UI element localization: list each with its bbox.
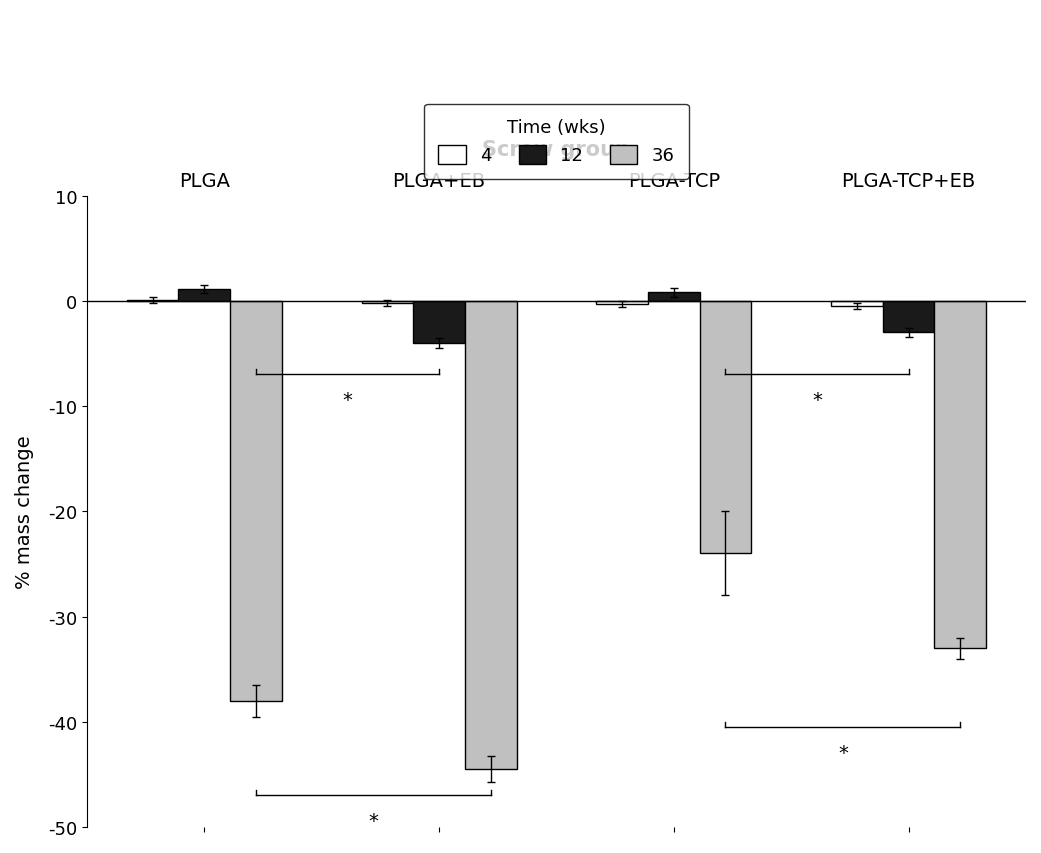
Bar xyxy=(883,301,935,333)
Bar xyxy=(361,301,413,304)
Bar xyxy=(935,301,986,648)
Text: PLGA-TCP: PLGA-TCP xyxy=(628,172,720,191)
Text: PLGA-TCP+EB: PLGA-TCP+EB xyxy=(841,172,975,191)
Text: Screw group: Screw group xyxy=(482,140,631,160)
Y-axis label: % mass change: % mass change xyxy=(15,435,34,589)
Bar xyxy=(700,301,752,554)
Bar xyxy=(831,301,883,307)
Text: PLGA+EB: PLGA+EB xyxy=(392,172,485,191)
Bar xyxy=(465,301,516,769)
Bar xyxy=(596,301,648,305)
Text: *: * xyxy=(369,811,378,830)
Bar xyxy=(648,293,700,301)
Text: *: * xyxy=(812,391,822,409)
Text: PLGA: PLGA xyxy=(179,172,230,191)
Bar xyxy=(413,301,465,344)
Bar xyxy=(178,290,230,301)
Legend: 4, 12, 36: 4, 12, 36 xyxy=(424,104,689,180)
Bar xyxy=(127,300,178,301)
Text: *: * xyxy=(838,743,847,762)
Text: *: * xyxy=(342,391,353,409)
Bar xyxy=(230,301,282,701)
